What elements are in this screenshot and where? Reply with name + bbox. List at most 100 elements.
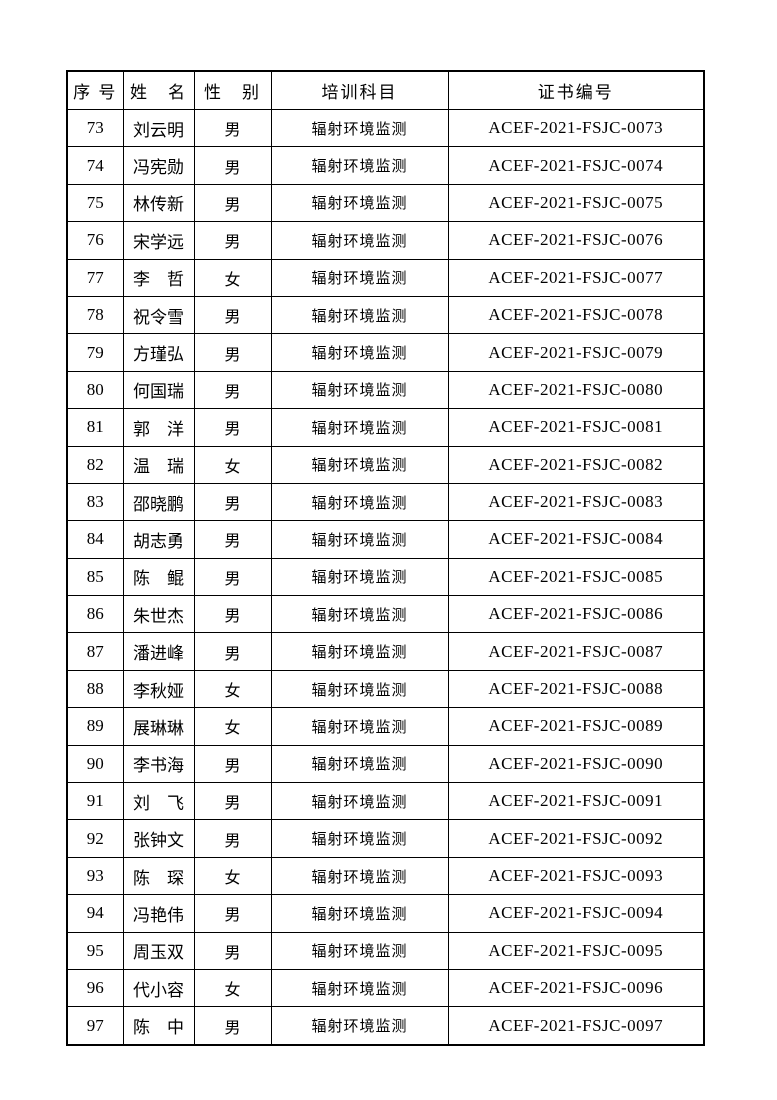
cell-name: 李秋娅 <box>122 669 195 709</box>
cell-name: 温 瑞 <box>122 445 195 484</box>
cell-gender: 男 <box>193 146 272 185</box>
cell-gender: 男 <box>193 482 272 522</box>
cell-name: 郭 洋 <box>122 408 195 447</box>
cell-gender: 女 <box>193 669 272 709</box>
cell-serial: 74 <box>66 146 124 185</box>
cell-subject: 辐射环境监测 <box>270 333 449 372</box>
cell-name: 陈 琛 <box>122 856 195 896</box>
cell-name: 何国瑞 <box>122 370 195 410</box>
cell-serial: 86 <box>66 595 124 634</box>
table-row: 91 刘 飞男辐射环境监测 ACEF-2021-FSJC-0091 <box>66 782 705 821</box>
table-row: 78 祝令雪男辐射环境监测 ACEF-2021-FSJC-0078 <box>66 295 705 335</box>
cell-cert: ACEF-2021-FSJC-0075 <box>447 183 705 223</box>
cell-gender: 女 <box>193 968 272 1008</box>
table-row: 89 展琳琳女辐射环境监测 ACEF-2021-FSJC-0089 <box>66 707 705 746</box>
cell-name: 陈 中 <box>122 1006 195 1046</box>
table-row: 80 何国瑞男辐射环境监测 ACEF-2021-FSJC-0080 <box>66 370 705 410</box>
cell-subject: 辐射环境监测 <box>270 744 449 784</box>
table-row: 75 林传新男辐射环境监测 ACEF-2021-FSJC-0075 <box>66 183 705 223</box>
cell-subject: 辐射环境监测 <box>270 408 449 447</box>
cell-subject: 辐射环境监测 <box>270 782 449 821</box>
table-row: 84 胡志勇男辐射环境监测 ACEF-2021-FSJC-0084 <box>66 520 705 559</box>
certificate-table: 序 号姓 名性 别培训科目 证书编号 73 刘云明男辐射环境监测 ACEF-2021-… <box>66 70 705 1046</box>
cell-serial: 82 <box>66 445 124 484</box>
cell-serial: 80 <box>66 370 124 410</box>
cell-subject: 辐射环境监测 <box>270 595 449 634</box>
cell-subject: 辐射环境监测 <box>270 1006 449 1046</box>
cell-gender: 男 <box>193 295 272 335</box>
cell-serial: 97 <box>66 1006 124 1046</box>
cell-gender: 男 <box>193 183 272 223</box>
cell-serial: 78 <box>66 295 124 335</box>
cell-cert: ACEF-2021-FSJC-0080 <box>447 370 705 410</box>
cell-gender: 男 <box>193 595 272 634</box>
cell-cert: ACEF-2021-FSJC-0083 <box>447 482 705 522</box>
cell-subject: 辐射环境监测 <box>270 968 449 1008</box>
cell-cert: ACEF-2021-FSJC-0085 <box>447 557 705 597</box>
cell-gender: 男 <box>193 931 272 970</box>
header-cell-gender: 性 别 <box>193 70 272 110</box>
cell-cert: ACEF-2021-FSJC-0088 <box>447 669 705 709</box>
cell-serial: 89 <box>66 707 124 746</box>
header-cell-name: 姓 名 <box>122 70 195 110</box>
cell-name: 代小容 <box>122 968 195 1008</box>
cell-name: 林传新 <box>122 183 195 223</box>
cell-name: 李书海 <box>122 744 195 784</box>
table-row: 82 温 瑞女辐射环境监测 ACEF-2021-FSJC-0082 <box>66 445 705 484</box>
cell-name: 邵晓鹏 <box>122 482 195 522</box>
cell-cert: ACEF-2021-FSJC-0091 <box>447 782 705 821</box>
cell-serial: 95 <box>66 931 124 970</box>
cell-subject: 辐射环境监测 <box>270 183 449 223</box>
cell-subject: 辐射环境监测 <box>270 370 449 410</box>
cell-gender: 男 <box>193 333 272 372</box>
cell-cert: ACEF-2021-FSJC-0084 <box>447 520 705 559</box>
cell-subject: 辐射环境监测 <box>270 295 449 335</box>
header-cell-subject: 培训科目 <box>270 70 449 110</box>
cell-cert: ACEF-2021-FSJC-0096 <box>447 968 705 1008</box>
cell-serial: 92 <box>66 819 124 858</box>
cell-cert: ACEF-2021-FSJC-0087 <box>447 632 705 671</box>
cell-gender: 女 <box>193 856 272 896</box>
cell-gender: 男 <box>193 894 272 933</box>
cell-cert: ACEF-2021-FSJC-0092 <box>447 819 705 858</box>
cell-subject: 辐射环境监测 <box>270 520 449 559</box>
cell-serial: 94 <box>66 894 124 933</box>
cell-name: 展琳琳 <box>122 707 195 746</box>
cell-name: 方瑾弘 <box>122 333 195 372</box>
table-row: 87 潘进峰男辐射环境监测 ACEF-2021-FSJC-0087 <box>66 632 705 671</box>
cell-name: 李 哲 <box>122 258 195 297</box>
table-row: 83 邵晓鹏男辐射环境监测 ACEF-2021-FSJC-0083 <box>66 482 705 522</box>
cell-cert: ACEF-2021-FSJC-0073 <box>447 108 705 148</box>
cell-serial: 88 <box>66 669 124 709</box>
cell-cert: ACEF-2021-FSJC-0082 <box>447 445 705 484</box>
cell-name: 朱世杰 <box>122 595 195 634</box>
cell-cert: ACEF-2021-FSJC-0086 <box>447 595 705 634</box>
cell-gender: 女 <box>193 258 272 297</box>
table-row: 88 李秋娅女辐射环境监测 ACEF-2021-FSJC-0088 <box>66 669 705 709</box>
cell-subject: 辐射环境监测 <box>270 632 449 671</box>
cell-gender: 男 <box>193 744 272 784</box>
cell-name: 胡志勇 <box>122 520 195 559</box>
table-row: 93 陈 琛女辐射环境监测 ACEF-2021-FSJC-0093 <box>66 856 705 896</box>
cell-gender: 男 <box>193 557 272 597</box>
cell-gender: 男 <box>193 632 272 671</box>
table-row: 92 张钟文男辐射环境监测 ACEF-2021-FSJC-0092 <box>66 819 705 858</box>
cell-subject: 辐射环境监测 <box>270 557 449 597</box>
cell-name: 张钟文 <box>122 819 195 858</box>
table-row: 79 方瑾弘男辐射环境监测 ACEF-2021-FSJC-0079 <box>66 333 705 372</box>
cell-subject: 辐射环境监测 <box>270 482 449 522</box>
cell-name: 宋学远 <box>122 221 195 260</box>
table-row: 74 冯宪勋男辐射环境监测 ACEF-2021-FSJC-0074 <box>66 146 705 185</box>
table-row: 86 朱世杰男辐射环境监测 ACEF-2021-FSJC-0086 <box>66 595 705 634</box>
cell-cert: ACEF-2021-FSJC-0079 <box>447 333 705 372</box>
cell-subject: 辐射环境监测 <box>270 221 449 260</box>
cell-gender: 男 <box>193 1006 272 1046</box>
cell-serial: 87 <box>66 632 124 671</box>
cell-subject: 辐射环境监测 <box>270 856 449 896</box>
cell-serial: 79 <box>66 333 124 372</box>
cell-gender: 男 <box>193 520 272 559</box>
table-row: 94 冯艳伟男辐射环境监测 ACEF-2021-FSJC-0094 <box>66 894 705 933</box>
cell-serial: 81 <box>66 408 124 447</box>
cell-name: 周玉双 <box>122 931 195 970</box>
